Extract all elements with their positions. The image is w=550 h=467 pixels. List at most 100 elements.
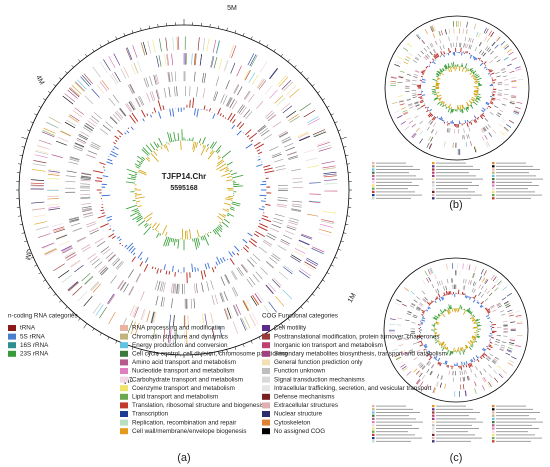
feature-stripe bbox=[416, 296, 420, 300]
feature-stripe bbox=[482, 128, 485, 133]
feature-stripe bbox=[44, 248, 57, 255]
feature-stripe bbox=[415, 70, 420, 73]
feature-stripe bbox=[117, 280, 124, 289]
feature-stripe bbox=[134, 306, 139, 318]
feature-stripe bbox=[514, 66, 521, 69]
skew-bar bbox=[191, 263, 194, 273]
axis-tick bbox=[306, 300, 310, 303]
gc-bar bbox=[440, 100, 443, 103]
feature-stripe bbox=[219, 292, 224, 303]
feature-stripe bbox=[309, 182, 321, 184]
feature-stripe bbox=[413, 60, 418, 63]
gc-bar bbox=[468, 69, 470, 72]
feature-stripe bbox=[424, 29, 429, 35]
skew-bar bbox=[107, 218, 112, 222]
feature-stripe bbox=[171, 298, 173, 309]
feature-stripe bbox=[269, 89, 278, 99]
feature-stripe bbox=[424, 55, 429, 60]
feature-stripe bbox=[508, 120, 514, 124]
axis-tick bbox=[312, 84, 315, 87]
feature-stripe bbox=[500, 346, 505, 349]
skew-bar bbox=[480, 305, 484, 309]
axis-tick bbox=[226, 349, 228, 353]
gc-bar bbox=[476, 336, 480, 338]
gc-bar bbox=[131, 208, 139, 212]
feature-stripe bbox=[48, 170, 60, 173]
gc-bar bbox=[205, 146, 210, 153]
skew-bar bbox=[490, 101, 494, 103]
feature-stripe bbox=[152, 311, 156, 324]
feature-stripe bbox=[422, 280, 426, 285]
skew-bar bbox=[447, 122, 449, 126]
feature-stripe bbox=[470, 140, 472, 147]
gc-bar bbox=[445, 69, 447, 72]
gc-bar bbox=[470, 98, 475, 102]
feature-stripe bbox=[76, 137, 87, 143]
feature-stripe bbox=[280, 102, 291, 111]
skew-bar bbox=[209, 108, 211, 112]
feature-stripe bbox=[72, 227, 83, 232]
feature-stripe bbox=[111, 73, 119, 84]
mini-text bbox=[376, 191, 415, 193]
feature-stripe bbox=[107, 293, 115, 304]
mini-text bbox=[436, 165, 473, 167]
gc-bar bbox=[226, 197, 233, 199]
feature-stripe bbox=[35, 225, 49, 230]
feature-stripe bbox=[265, 284, 274, 295]
gc-bar bbox=[472, 98, 475, 102]
gc-bar bbox=[435, 75, 439, 78]
skew-bar bbox=[256, 164, 263, 167]
feature-stripe bbox=[399, 103, 405, 106]
gc-bar bbox=[161, 225, 168, 235]
feature-stripe bbox=[285, 146, 295, 152]
gc-bar bbox=[207, 150, 215, 160]
feature-stripe bbox=[415, 103, 420, 107]
feature-stripe bbox=[479, 370, 483, 376]
feature-stripe bbox=[430, 267, 434, 274]
feature-stripe bbox=[431, 26, 434, 32]
feature-stripe bbox=[306, 116, 319, 124]
feature-stripe bbox=[439, 39, 442, 44]
skew-bar bbox=[139, 261, 144, 267]
skew-bar bbox=[124, 244, 128, 248]
feature-stripe bbox=[172, 283, 175, 294]
feature-stripe bbox=[109, 74, 117, 85]
gc-bar bbox=[138, 169, 147, 174]
skew-bar bbox=[433, 116, 437, 121]
feature-stripe bbox=[474, 388, 477, 394]
feature-stripe bbox=[151, 91, 156, 101]
mini-swatch bbox=[492, 427, 495, 430]
feature-stripe bbox=[204, 313, 208, 326]
feature-stripe bbox=[513, 110, 520, 114]
feature-stripe bbox=[435, 289, 438, 294]
feature-stripe bbox=[278, 76, 289, 87]
feature-stripe bbox=[488, 364, 492, 369]
skew-bar bbox=[465, 295, 468, 299]
feature-stripe bbox=[448, 36, 450, 42]
mini-text bbox=[436, 178, 483, 180]
gc-bar bbox=[130, 176, 137, 179]
feature-stripe bbox=[68, 217, 79, 221]
feature-stripe bbox=[267, 114, 276, 121]
skew-bar bbox=[490, 72, 495, 75]
feature-stripe bbox=[87, 150, 98, 155]
gc-bar bbox=[172, 238, 175, 243]
skew-bar bbox=[426, 65, 429, 68]
gc-bar bbox=[224, 169, 230, 173]
axis-tick bbox=[99, 332, 102, 336]
feature-stripe bbox=[298, 270, 310, 279]
skew-bar bbox=[130, 126, 134, 131]
feature-stripe bbox=[287, 152, 297, 156]
skew-bar bbox=[97, 215, 106, 219]
feature-stripe bbox=[250, 55, 258, 67]
feature-stripe bbox=[134, 98, 141, 108]
axis-tick bbox=[123, 33, 126, 37]
gc-bar bbox=[229, 170, 233, 172]
gc-bar bbox=[192, 137, 194, 142]
legend-label: Cell cycle control, cell division, chrom… bbox=[132, 350, 288, 357]
feature-stripe bbox=[427, 362, 432, 367]
feature-stripe bbox=[401, 351, 407, 355]
feature-stripe bbox=[417, 372, 422, 377]
feature-stripe bbox=[140, 42, 145, 56]
feature-stripe bbox=[201, 72, 205, 83]
